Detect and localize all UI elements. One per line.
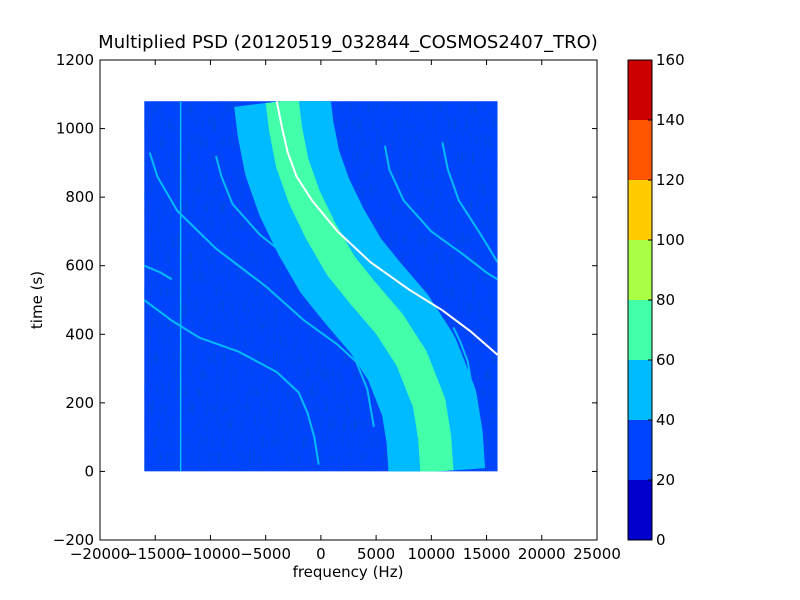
colorbar-tick-label: 40 <box>656 411 675 429</box>
colorbar: 0 20 40 60 80 100 120 140 160 <box>627 51 685 549</box>
y-axis-label: time (s) <box>28 271 46 329</box>
colorbar-tick-label: 120 <box>656 171 685 189</box>
y-tick-label: 0 <box>84 462 94 480</box>
weak-trace-3 <box>215 155 300 267</box>
colorbar-segment <box>628 240 652 300</box>
x-tick-label: 0 <box>316 545 326 563</box>
x-tick-label: 5000 <box>357 545 395 563</box>
colorbar-segment <box>628 120 652 180</box>
x-tick-label: −20000 <box>70 545 130 563</box>
colorbar-segment <box>628 360 652 420</box>
colorbar-tick-label: 20 <box>656 471 675 489</box>
x-tick-label: 20000 <box>518 545 566 563</box>
y-tick-label: 1000 <box>56 120 94 138</box>
weak-trace-6 <box>452 326 477 441</box>
x-tick-label: 25000 <box>573 545 621 563</box>
weak-trace-2 <box>148 152 375 428</box>
colorbar-tick-label: 80 <box>656 291 675 309</box>
white-trace <box>275 101 498 356</box>
chart-title: Multiplied PSD (20120519_032844_COSMOS24… <box>98 32 598 53</box>
x-tick-label: 10000 <box>407 545 455 563</box>
colorbar-tick-label: 140 <box>656 111 685 129</box>
x-tick-label: −5000 <box>240 545 291 563</box>
x-tick-label: 15000 <box>463 545 511 563</box>
colorbar-tick-label: 60 <box>656 351 675 369</box>
colorbar-segment <box>628 420 652 480</box>
heatmap-layer <box>144 101 498 472</box>
colorbar-tick-label: 100 <box>656 231 685 249</box>
weak-trace-4 <box>383 145 498 281</box>
y-tick-label: 1200 <box>56 51 94 69</box>
x-tick-label: −10000 <box>180 545 240 563</box>
colorbar-segment <box>628 180 652 240</box>
y-tick-label: −200 <box>53 531 94 549</box>
x-axis-label: frequency (Hz) <box>293 563 404 581</box>
weak-trace-5 <box>441 142 498 263</box>
y-tick-label: 600 <box>65 257 94 275</box>
band-core <box>265 101 454 472</box>
colorbar-segment <box>628 60 652 120</box>
colorbar-segment <box>628 480 652 540</box>
colorbar-tick-label: 160 <box>656 51 685 69</box>
y-tick-label: 400 <box>65 325 94 343</box>
colorbar-segment <box>628 300 652 360</box>
x-tick-label: −15000 <box>125 545 185 563</box>
plot-frame <box>99 59 598 541</box>
y-tick-label: 800 <box>65 188 94 206</box>
y-tick-label: 200 <box>65 394 94 412</box>
weak-trace-7 <box>144 264 173 281</box>
x-axis-ticks: −20000−15000−10000 −5000 0 5000 10000 15000 20… <box>70 60 621 563</box>
colorbar-tick-label: 0 <box>656 531 666 549</box>
traces-layer <box>144 101 498 472</box>
y-axis-ticks: −200 0 200 400 600 800 1000 1200 <box>53 51 597 549</box>
